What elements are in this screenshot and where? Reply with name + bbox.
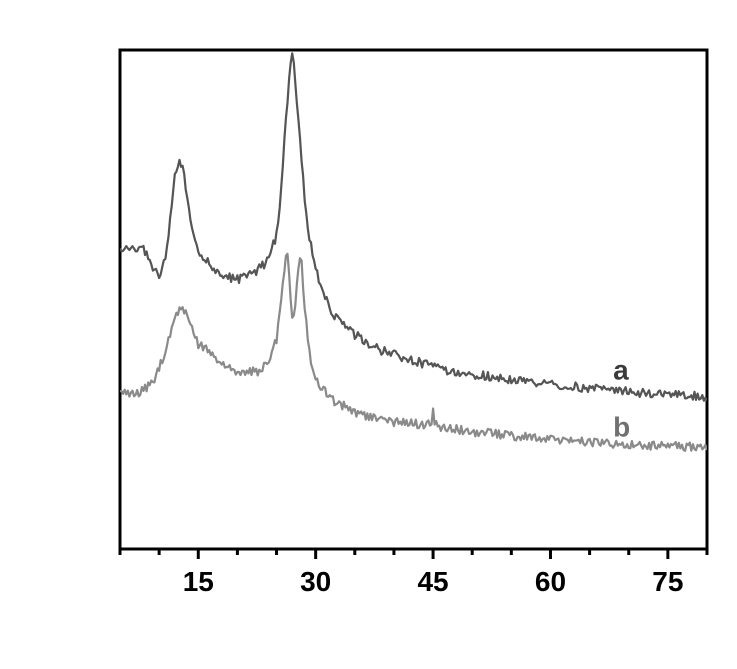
series-label-a: a — [613, 354, 629, 385]
svg-text:15: 15 — [183, 566, 214, 597]
series-label-b: b — [613, 412, 630, 443]
svg-text:30: 30 — [300, 566, 331, 597]
svg-text:60: 60 — [535, 566, 566, 597]
plot-canvas: 15 30 45 60 75 ab — [0, 0, 737, 669]
xrd-figure: 强度 2 θ (度) 1530456075ab — [0, 0, 737, 669]
svg-text:45: 45 — [417, 566, 448, 597]
svg-text:75: 75 — [652, 566, 683, 597]
